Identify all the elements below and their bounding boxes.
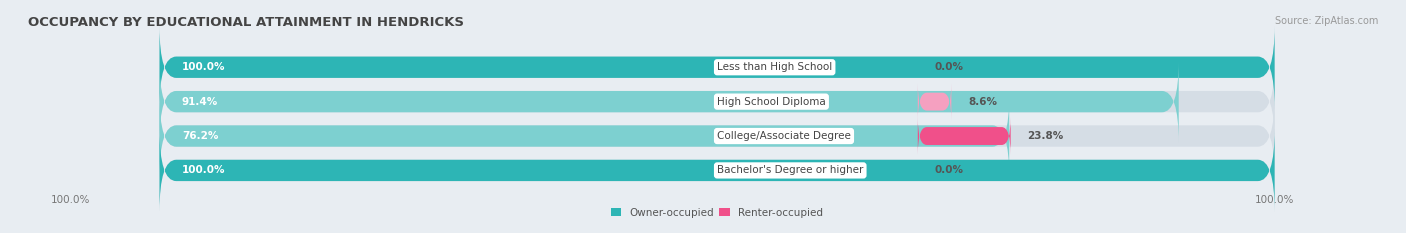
Text: 91.4%: 91.4% bbox=[181, 97, 218, 107]
Text: 8.6%: 8.6% bbox=[969, 97, 997, 107]
FancyBboxPatch shape bbox=[918, 83, 952, 120]
Text: Source: ZipAtlas.com: Source: ZipAtlas.com bbox=[1274, 16, 1378, 26]
FancyBboxPatch shape bbox=[159, 26, 1275, 108]
Text: 23.8%: 23.8% bbox=[1028, 131, 1064, 141]
FancyBboxPatch shape bbox=[918, 117, 1011, 155]
Legend: Owner-occupied, Renter-occupied: Owner-occupied, Renter-occupied bbox=[610, 208, 824, 218]
Text: 100.0%: 100.0% bbox=[181, 62, 225, 72]
FancyBboxPatch shape bbox=[159, 130, 1275, 211]
Text: Less than High School: Less than High School bbox=[717, 62, 832, 72]
Text: 0.0%: 0.0% bbox=[935, 62, 963, 72]
Text: OCCUPANCY BY EDUCATIONAL ATTAINMENT IN HENDRICKS: OCCUPANCY BY EDUCATIONAL ATTAINMENT IN H… bbox=[28, 16, 464, 29]
FancyBboxPatch shape bbox=[159, 130, 1275, 211]
Text: High School Diploma: High School Diploma bbox=[717, 97, 825, 107]
Text: College/Associate Degree: College/Associate Degree bbox=[717, 131, 851, 141]
FancyBboxPatch shape bbox=[159, 61, 1178, 143]
Text: 76.2%: 76.2% bbox=[181, 131, 218, 141]
Text: 100.0%: 100.0% bbox=[181, 165, 225, 175]
Text: Bachelor's Degree or higher: Bachelor's Degree or higher bbox=[717, 165, 863, 175]
FancyBboxPatch shape bbox=[159, 61, 1275, 143]
FancyBboxPatch shape bbox=[159, 95, 1010, 177]
FancyBboxPatch shape bbox=[159, 26, 1275, 108]
Text: 0.0%: 0.0% bbox=[935, 165, 963, 175]
FancyBboxPatch shape bbox=[159, 95, 1275, 177]
